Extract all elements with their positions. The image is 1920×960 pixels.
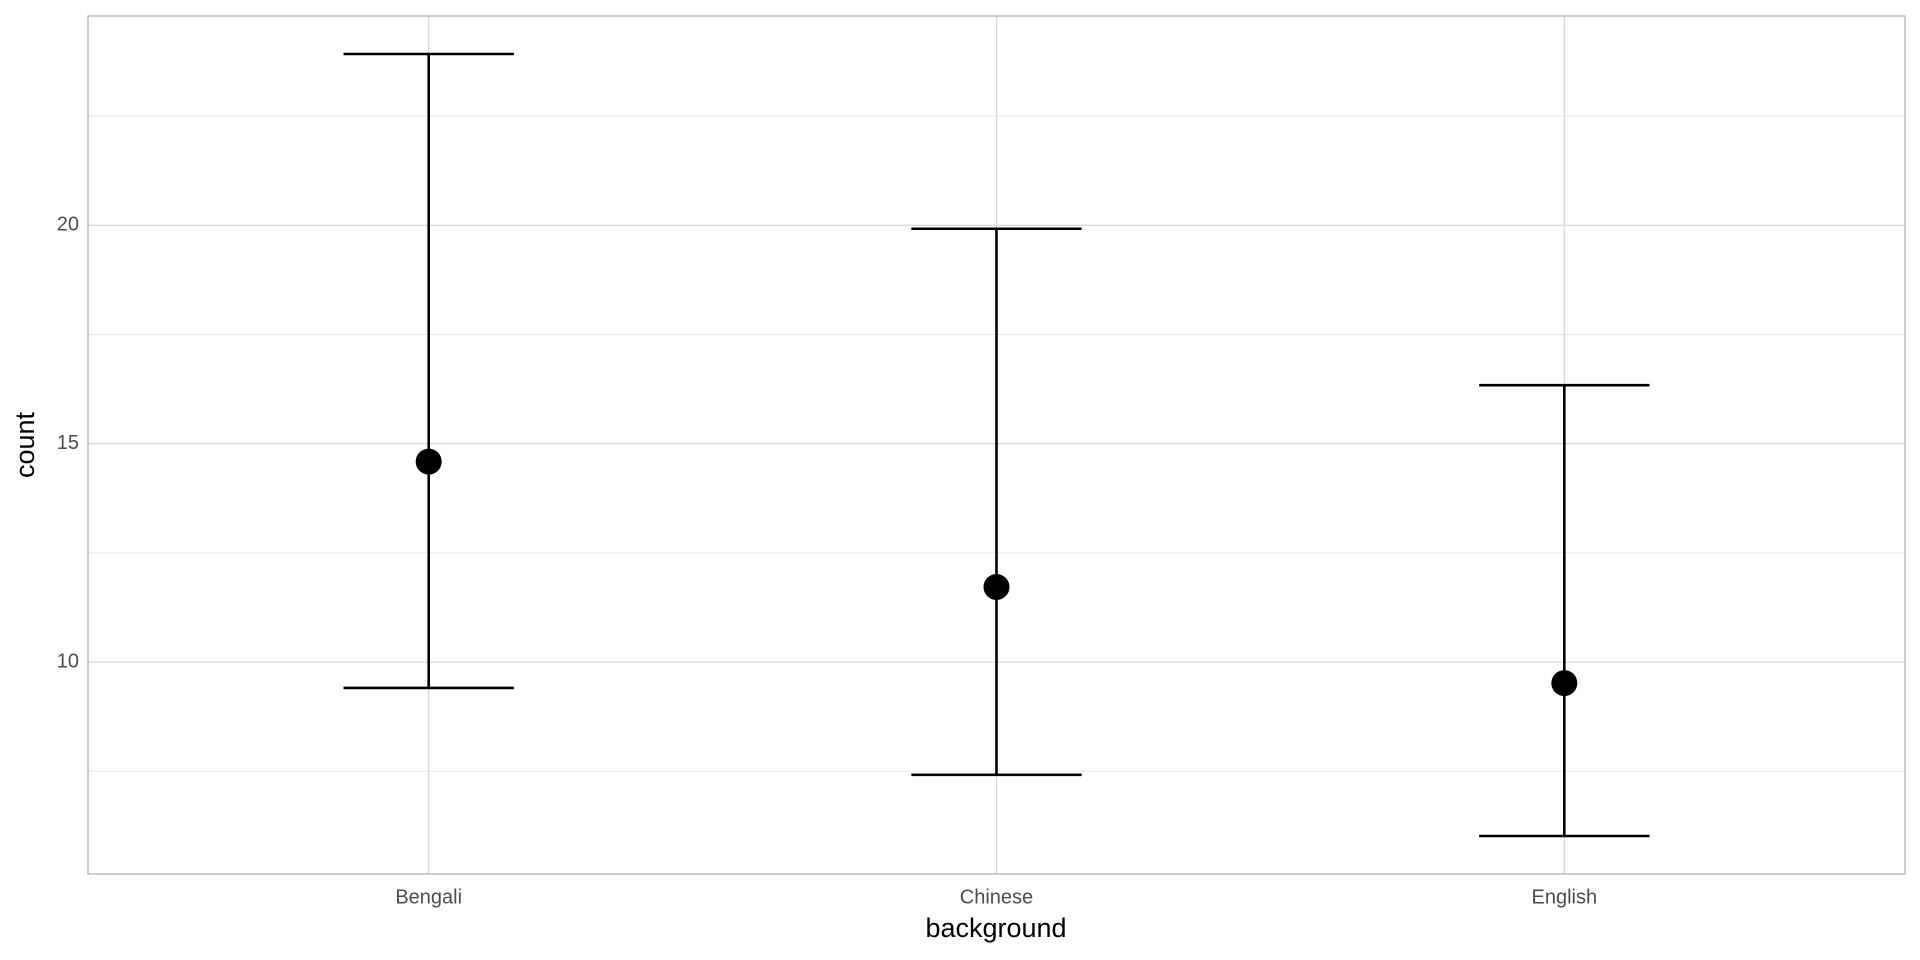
x-tick-label: Chinese (960, 886, 1033, 908)
mean-point (1551, 670, 1578, 697)
x-tick-label: Bengali (395, 886, 462, 908)
y-tick-label: 10 (57, 650, 79, 672)
tick-labels: 10 15 20 Bengali Chinese English (57, 214, 1597, 909)
plot-marks (343, 52, 1650, 838)
mean-point (415, 448, 442, 475)
y-axis-title: count (10, 411, 40, 478)
y-tick-label: 15 (57, 432, 79, 454)
x-tick-label: English (1532, 886, 1598, 908)
y-tick-label: 20 (57, 214, 79, 236)
mean-point (983, 573, 1010, 600)
x-axis-title: background (925, 913, 1066, 943)
panel-border (87, 15, 1906, 875)
